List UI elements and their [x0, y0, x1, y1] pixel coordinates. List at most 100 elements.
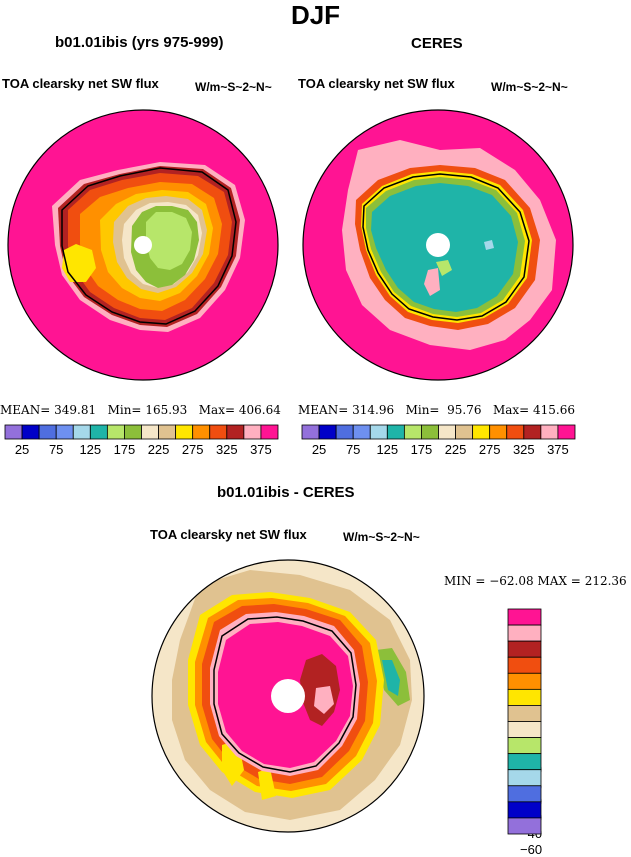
- panel2-pole-hole: [426, 233, 450, 257]
- colorbar-swatch: [507, 769, 542, 787]
- panel3-min-label: MIN =: [444, 574, 486, 588]
- panel2-min-value: 95.76: [447, 403, 482, 417]
- panel3-pole-hole: [271, 679, 305, 713]
- colorbar-tick-label: 25: [311, 442, 327, 457]
- panel1-min-value: 165.93: [145, 403, 188, 417]
- panel3-map: [152, 560, 424, 832]
- colorbar-tick-label: 175: [113, 442, 136, 457]
- panel2-min-label: Min=: [405, 403, 440, 417]
- panel1-pole-hole: [134, 236, 152, 254]
- colorbar-tick-label: 225: [444, 442, 467, 457]
- colorbar-swatch: [4, 424, 23, 440]
- colorbar-swatch: [72, 424, 91, 440]
- panel3-yellow-lowpatch-2: [258, 768, 276, 800]
- panel3-right-teal-patch: [382, 660, 400, 696]
- polar-maps: [4, 109, 576, 835]
- panel2-map: [303, 110, 573, 380]
- colorbar-tick-label: 275: [478, 442, 501, 457]
- panel2-interior-patch-lightblue: [484, 240, 494, 250]
- colorbar-swatch: [192, 424, 211, 440]
- panel1-mean-value: 349.81: [54, 403, 97, 417]
- colorbar-swatch: [507, 801, 542, 819]
- colorbar-swatch: [89, 424, 108, 440]
- colorbar-swatch: [243, 424, 262, 440]
- panel2-title: CERES: [411, 35, 463, 52]
- colorbar-swatch: [352, 424, 371, 440]
- panel3-variable: TOA clearsky net SW flux: [150, 527, 307, 542]
- panel2-colorbar: [301, 424, 576, 440]
- panel3-title: b01.01ibis - CERES: [217, 484, 355, 501]
- colorbar-swatch: [21, 424, 40, 440]
- panel1-variable: TOA clearsky net SW flux: [2, 76, 159, 91]
- colorbar-tick-label: 125: [376, 442, 399, 457]
- colorbar-swatch: [507, 817, 542, 835]
- colorbar-tick-label: 75: [48, 442, 64, 457]
- panel2-mean-value: 314.96: [352, 403, 395, 417]
- colorbar-swatch: [175, 424, 194, 440]
- colorbar-swatch: [507, 737, 542, 755]
- colorbar-tick-label: 175: [410, 442, 433, 457]
- colorbar-swatch: [369, 424, 388, 440]
- panel1-map-border: [7, 109, 279, 381]
- colorbar-swatch: [106, 424, 125, 440]
- colorbar-swatch: [260, 424, 279, 440]
- panel1-units: W/m~S~2~N~: [195, 80, 272, 94]
- colorbar-swatch: [507, 705, 542, 722]
- colorbar-tick-label: 125: [79, 442, 102, 457]
- panel1-colorbar: [4, 424, 279, 440]
- colorbar-swatch: [540, 424, 559, 440]
- colorbar-swatch: [489, 424, 508, 440]
- colorbar-swatch: [507, 608, 542, 626]
- colorbar-swatch: [507, 721, 542, 738]
- panel1-stats: MEAN= 349.81 Min= 165.93 Max= 406.64: [0, 403, 281, 417]
- colorbar-swatch: [523, 424, 542, 440]
- panel3-max-label: MAX =: [537, 574, 581, 588]
- panel3-units: W/m~S~2~N~: [343, 530, 420, 544]
- colorbar-swatch: [226, 424, 245, 440]
- colorbar-swatch: [301, 424, 320, 440]
- colorbar-tick-label: 25: [14, 442, 30, 457]
- colorbar-swatch: [55, 424, 74, 440]
- panel3-max-value: 212.36: [584, 574, 627, 588]
- colorbar-swatch: [124, 424, 142, 440]
- panel3-pink-interior: [314, 686, 334, 714]
- main-title: DJF: [290, 0, 341, 30]
- panel1-max-value: 406.64: [238, 403, 281, 417]
- panel2-interior-patch-green: [436, 260, 452, 276]
- colorbar-tick-label: 375: [547, 442, 569, 457]
- panel2-units: W/m~S~2~N~: [491, 80, 568, 94]
- colorbar-tick-label: 325: [512, 442, 535, 457]
- colorbar-tick-label: −60: [520, 842, 543, 857]
- colorbar-swatch: [318, 424, 337, 440]
- panel3-green-patch: [168, 588, 182, 604]
- colorbar-tick-label: 75: [345, 442, 361, 457]
- colorbar-tick-label: 275: [181, 442, 204, 457]
- panel3-min-value: −62.08: [489, 574, 534, 588]
- panel1-map: [8, 110, 278, 380]
- panel2-max-value: 415.66: [533, 403, 576, 417]
- panel3-colorbar: [507, 608, 542, 835]
- colorbar-swatch: [507, 640, 542, 658]
- colorbar-swatch: [335, 424, 354, 440]
- colorbar-tick-label: 325: [215, 442, 238, 457]
- colorbar-swatch: [472, 424, 491, 440]
- panel2-stats: MEAN= 314.96 Min= 95.76 Max= 415.66: [298, 403, 575, 417]
- colorbar-swatch: [158, 424, 177, 440]
- colorbar-swatch: [557, 424, 576, 440]
- colorbar-swatch: [507, 656, 542, 674]
- panel1-yellow-patch: [62, 244, 96, 282]
- colorbar-swatch: [38, 424, 57, 440]
- colorbar-swatch: [507, 688, 542, 706]
- panel3-stats: MIN = −62.08 MAX = 212.36: [444, 574, 627, 588]
- colorbar-swatch: [421, 424, 439, 440]
- panel1-min-label: Min=: [107, 403, 142, 417]
- panel2-interior-patch-pink: [424, 268, 440, 296]
- colorbar-swatch: [506, 424, 525, 440]
- colorbar-tick-label: 225: [147, 442, 170, 457]
- panel2-coastline: [362, 173, 530, 321]
- panel2-max-label: Max=: [492, 403, 530, 417]
- panel1-lightgreen-core: [146, 212, 192, 270]
- colorbar-swatch: [209, 424, 228, 440]
- panel3-map-border: [151, 559, 425, 833]
- panel1-mean-label: MEAN=: [0, 403, 51, 417]
